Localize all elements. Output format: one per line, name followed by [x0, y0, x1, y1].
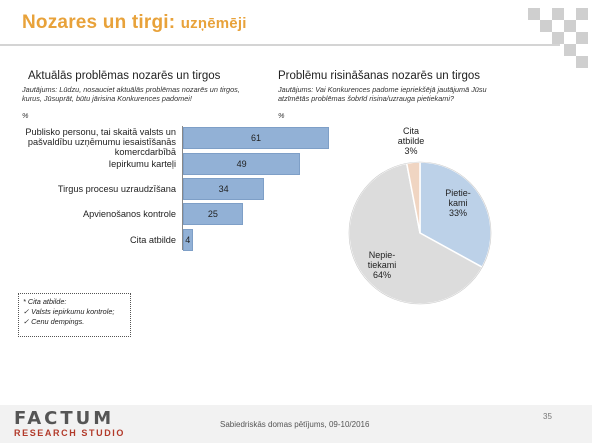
pie-label-other-name: Cita atbilde — [397, 126, 425, 146]
pie-label-enough: Pietie-kami 33% — [428, 188, 488, 218]
pie-slice-other — [405, 161, 421, 234]
pie-label-enough-value: 33% — [448, 208, 467, 218]
bar-category-label: Iepirkumu karteļi — [108, 159, 176, 169]
pie-outline — [348, 161, 492, 305]
bar-value-label: 25 — [207, 209, 218, 219]
page-number: 35 — [543, 412, 552, 421]
bar — [183, 229, 193, 251]
bar-unit: % — [22, 111, 29, 120]
note-line: * Cita atbilde: — [23, 297, 67, 306]
note-box: * Cita atbilde: ✓ Valsts iepirkumu kontr… — [18, 293, 131, 337]
bar-value-label: 61 — [250, 133, 261, 143]
pie-label-other: Cita atbilde 3% — [390, 126, 432, 156]
bar — [183, 127, 329, 149]
footer-text: Sabiedriskās domas pētījums, 09-10/2016 — [220, 420, 370, 429]
factum-logo: FACTUM RESEARCH STUDIO — [14, 408, 134, 439]
bar-category-label: Tirgus procesu uzraudzīšana — [57, 184, 176, 194]
bar-section-title: Aktuālās problēmas nozarēs un tirgos — [28, 70, 221, 82]
note-line: ✓ Valsts iepirkumu kontrole; — [23, 307, 115, 316]
title-divider — [0, 44, 560, 46]
pie-label-not-enough-name: Nepie-tiekami — [367, 250, 397, 270]
footer — [0, 405, 592, 443]
pie-label-not-enough-value: 64% — [372, 270, 391, 280]
pie-slice-not-enough — [348, 162, 484, 305]
logo-main: FACTUM — [14, 408, 115, 429]
bar-value-label: 34 — [218, 184, 229, 194]
pie-question: Jautājums: Vai Konkurences padome ieprie… — [278, 85, 487, 103]
pie-unit: % — [278, 111, 285, 120]
bar-value-label: 4 — [185, 235, 191, 245]
bar-question: Jautājums: Lūdzu, nosauciet aktuālās pro… — [22, 85, 240, 103]
bar-value-label: 49 — [236, 159, 247, 169]
bar — [183, 203, 243, 225]
note-line: ✓ Cenu dempings. — [23, 317, 85, 326]
decorative-checkerboard — [528, 0, 592, 80]
pie-label-enough-name: Pietie-kami — [445, 188, 471, 208]
title-main: Nozares un tirgi: — [22, 12, 181, 33]
bar — [183, 153, 301, 175]
page-title: Nozares un tirgi: uzņēmēji — [22, 12, 247, 34]
logo-sub: RESEARCH STUDIO — [14, 428, 126, 438]
title-sub: uzņēmēji — [180, 15, 247, 32]
pie-section-title: Problēmu risināšanas nozarēs un tirgos — [278, 70, 480, 82]
bar — [183, 178, 265, 200]
bar-axis — [182, 126, 183, 250]
bar-category-label: Cita atbilde — [130, 235, 176, 245]
bar-category-label: Apvienošanos kontrole — [83, 209, 176, 219]
bar-category-label: Publisko personu, tai skaitā valsts un p… — [25, 127, 176, 157]
pie-label-not-enough: Nepie-tiekami 64% — [352, 250, 412, 280]
pie-label-other-value: 3% — [404, 146, 418, 156]
